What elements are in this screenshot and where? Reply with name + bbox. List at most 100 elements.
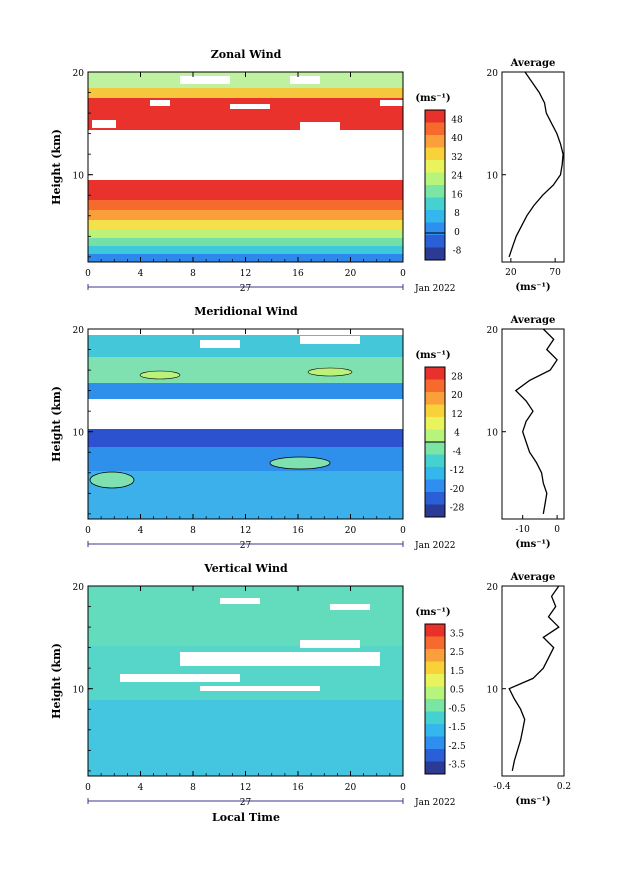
colorbar-swatch — [425, 392, 445, 405]
avg-xlabel: (ms⁻¹) — [515, 539, 550, 550]
avg-title: Average — [510, 58, 556, 69]
x-tick-label: 20 — [345, 269, 357, 279]
colorbar-swatch — [425, 379, 445, 393]
meridional-heatmap — [88, 329, 403, 519]
x-tick-label: 0 — [85, 526, 91, 536]
colorbar-tick-label: 40 — [451, 134, 463, 144]
meridional-gap-patch — [300, 336, 360, 344]
x-tick-label: 4 — [138, 269, 144, 279]
zonal-ylabel: Height (km) — [50, 129, 63, 205]
colorbar-swatch — [425, 761, 445, 775]
colorbar-swatch — [425, 235, 445, 248]
colorbar-tick-label: 24 — [451, 172, 463, 182]
date-label: Jan 2022 — [414, 284, 456, 294]
x-tick-label: 0 — [400, 783, 406, 793]
avg-frame — [501, 71, 565, 263]
colorbar-swatch — [425, 185, 445, 198]
colorbar-swatch — [425, 247, 445, 261]
colorbar-tick-label: -3.5 — [448, 761, 466, 771]
avg-frame — [501, 328, 565, 520]
colorbar-swatch — [425, 711, 445, 725]
colorbar-swatch — [425, 636, 445, 650]
colorbar-swatch — [425, 699, 445, 712]
colorbar-swatch — [425, 649, 445, 662]
x-tick-label: 16 — [292, 269, 304, 279]
colorbar-tick-label: -12 — [450, 466, 465, 476]
y-tick-label: 20 — [73, 326, 85, 336]
colorbar-unit: (ms⁻¹) — [415, 607, 450, 618]
colorbar-swatch — [425, 467, 445, 480]
vertical-gap-patch — [120, 674, 240, 682]
x-tick-label: 0 — [85, 783, 91, 793]
meridional-band-deepblue — [88, 429, 403, 447]
meridional-band-upperblue — [88, 383, 403, 399]
colorbar-tick-label: 3.5 — [450, 629, 465, 639]
avg-x-tick-label: 0 — [554, 525, 560, 535]
avg-profile-line — [508, 72, 564, 258]
x-tick-label: 4 — [138, 526, 144, 536]
colorbar-swatch — [425, 479, 445, 493]
y-tick-label: 10 — [73, 686, 85, 696]
colorbar-swatch — [425, 736, 445, 750]
zonal-band-topyellow — [88, 88, 403, 98]
colorbar-tick-label: -1.5 — [448, 723, 466, 733]
colorbar-swatch — [425, 135, 445, 148]
colorbar-tick-label: -4 — [453, 447, 462, 457]
colorbar-tick-label: 8 — [454, 209, 460, 219]
date-label: Jan 2022 — [414, 541, 456, 551]
vertical-ylabel: Height (km) — [50, 643, 63, 719]
zonal-band-lime — [88, 230, 403, 238]
colorbar-tick-label: 20 — [451, 391, 463, 401]
colorbar-swatch — [425, 172, 445, 186]
colorbar-unit: (ms⁻¹) — [415, 350, 450, 361]
avg-x-tick-label: -0.4 — [493, 782, 511, 792]
y-tick-label: 10 — [73, 172, 85, 182]
avg-x-tick-label: -10 — [515, 525, 530, 535]
colorbar-swatch — [425, 624, 445, 637]
zonal-gap-patch — [380, 100, 403, 106]
day-label: 27 — [240, 284, 252, 294]
zonal-title: Zonal Wind — [211, 48, 282, 61]
colorbar-tick-label: 1.5 — [450, 667, 465, 677]
colorbar-tick-label: 0 — [454, 228, 460, 238]
x-tick-label: 16 — [292, 526, 304, 536]
colorbar-swatch — [425, 210, 445, 223]
colorbar-tick-label: 0.5 — [450, 686, 465, 696]
vertical-gap-patch — [200, 686, 320, 691]
day-label: 27 — [240, 798, 252, 808]
avg-y-tick-label: 10 — [487, 172, 499, 182]
x-tick-label: 8 — [190, 783, 196, 793]
zonal-band-red — [88, 180, 403, 200]
colorbar-swatch — [425, 417, 445, 430]
colorbar-swatch — [425, 160, 445, 173]
y-tick-label: 20 — [73, 69, 85, 79]
colorbar-swatch — [425, 197, 445, 211]
colorbar-swatch — [425, 122, 445, 136]
vertical-panel: Vertical Wind Height (km) Local Time — [50, 562, 404, 824]
avg-title: Average — [510, 572, 556, 583]
colorbar-swatch — [425, 442, 445, 455]
meridional-title: Meridional Wind — [194, 305, 298, 318]
colorbar-tick-label: 4 — [454, 429, 460, 439]
avg-profile-line — [514, 329, 558, 515]
x-tick-label: 12 — [240, 783, 251, 793]
x-tick-label: 0 — [85, 269, 91, 279]
x-tick-label: 0 — [400, 269, 406, 279]
colorbar-frame — [424, 109, 446, 261]
colorbar-tick-label: -2.5 — [448, 742, 466, 752]
meridional-band-topgreen — [88, 357, 403, 383]
zonal-gap-patch — [300, 122, 340, 130]
y-tick-label: 10 — [73, 429, 85, 439]
colorbar-tick-label: 2.5 — [450, 648, 465, 658]
colorbar-frame — [424, 623, 446, 775]
colorbar-swatch — [425, 367, 445, 380]
meridional-band-lightblue — [88, 471, 403, 519]
date-label: Jan 2022 — [414, 798, 456, 808]
colorbar-unit: (ms⁻¹) — [415, 93, 450, 104]
colorbar-tick-label: -28 — [450, 504, 465, 514]
colorbar-tick-label: -8 — [453, 247, 462, 257]
x-tick-label: 12 — [240, 526, 251, 536]
meridional-band-midblue — [88, 447, 403, 471]
zonal-band-yellow — [88, 220, 403, 230]
